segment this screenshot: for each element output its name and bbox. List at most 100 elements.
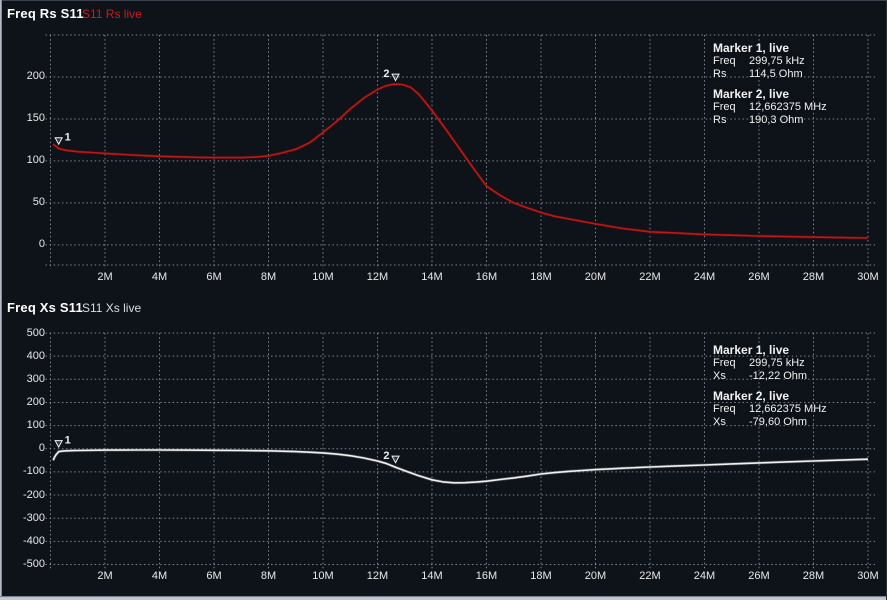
- xs-marker-info-box: Marker 1, live Freq 299,75 kHz Xs -12,22…: [713, 343, 885, 435]
- x-tick-label: 6M: [206, 570, 222, 582]
- marker-row-label: Xs: [713, 370, 726, 382]
- curve-marker-2-icon[interactable]: [391, 455, 400, 464]
- marker-group: Marker 2, live Freq 12,662375 MHz Xs -79…: [713, 389, 885, 429]
- x-tick-label: 6M: [206, 271, 222, 283]
- curve-marker-digit-2: 2: [383, 68, 389, 80]
- y-tick-label: 0: [38, 238, 45, 251]
- marker-title: Marker 2, live: [713, 87, 790, 101]
- x-tick-label: 12M: [366, 271, 389, 283]
- x-tick-label: 14M: [421, 271, 443, 283]
- marker-row-value: 299,75 kHz: [749, 55, 805, 67]
- x-tick-label: 18M: [530, 271, 552, 283]
- x-tick-label: 8M: [260, 570, 277, 582]
- x-tick-label: 12M: [366, 570, 389, 582]
- marker-row: Xs -12,22 Ohm: [713, 370, 885, 383]
- marker-row-value: 12,662375 MHz: [749, 403, 827, 415]
- x-tick-label: 16M: [475, 271, 498, 283]
- rs-trace: [52, 83, 869, 239]
- marker-row-label: Freq: [713, 55, 736, 67]
- rs-trace-legend: S11 Rs live: [82, 7, 142, 21]
- marker-row-value: 190,3 Ohm: [749, 114, 804, 126]
- marker-title: Marker 2, live: [713, 389, 790, 403]
- marker-row: Freq 12,662375 MHz: [713, 101, 885, 114]
- xs-trace-glow: [51, 448, 869, 485]
- x-tick-label: 28M: [802, 271, 825, 283]
- x-tick-label: 20M: [584, 570, 607, 582]
- y-tick-label: -100: [22, 465, 45, 478]
- x-tick-label: 30M: [857, 570, 879, 582]
- window-frame-top: [0, 0, 887, 1]
- y-tick-label: -400: [22, 534, 45, 547]
- rs-chart-title: Freq Rs S11: [7, 6, 84, 21]
- curve-marker-digit-1: 1: [65, 132, 71, 144]
- x-tick-label: 18M: [530, 570, 552, 582]
- x-tick-label: 22M: [639, 570, 661, 582]
- marker-title: Marker 1, live: [713, 343, 790, 357]
- curve-marker-2-icon[interactable]: [391, 73, 400, 82]
- x-tick-label: 16M: [475, 570, 498, 582]
- marker-row: Rs 114,5 Ohm: [713, 68, 885, 81]
- y-tick-label: 150: [26, 112, 45, 125]
- y-tick-label: 100: [26, 419, 45, 432]
- marker-row: Freq 299,75 kHz: [713, 357, 885, 370]
- grid: [45, 34, 875, 269]
- marker-group: Marker 2, live Freq 12,662375 MHz Rs 190…: [713, 87, 885, 127]
- x-tick-label: 8M: [260, 271, 277, 283]
- marker-row-value: -79,60 Ohm: [749, 416, 808, 428]
- curve-marker-digit-1: 1: [65, 435, 71, 447]
- xs-chart-title: Freq Xs S11: [7, 300, 83, 315]
- marker-row: Xs -79,60 Ohm: [713, 416, 885, 429]
- curve-marker-1-icon[interactable]: [54, 440, 64, 449]
- marker-row-label: Rs: [713, 114, 727, 126]
- x-tick-label: 4M: [151, 271, 168, 283]
- curve-marker-digit-2: 2: [383, 450, 389, 462]
- marker-row-label: Freq: [713, 101, 736, 113]
- y-tick-label: 300: [26, 372, 45, 385]
- xs-trace-legend: S11 Xs live: [82, 301, 142, 315]
- x-tick-label: 26M: [748, 570, 770, 582]
- y-tick-label: 200: [26, 70, 45, 83]
- marker-row: Rs 190,3 Ohm: [713, 114, 885, 127]
- y-tick-label: -200: [22, 488, 45, 501]
- y-tick-label: 200: [26, 395, 45, 408]
- marker-row: Freq 12,662375 MHz: [713, 403, 885, 416]
- xs-trace: [52, 449, 869, 484]
- y-tick-label: 100: [26, 154, 45, 167]
- x-tick-label: 4M: [151, 570, 168, 582]
- curve-marker-1-icon[interactable]: [54, 137, 64, 146]
- x-tick-label: 24M: [693, 570, 716, 582]
- y-tick-label: 500: [26, 326, 45, 339]
- x-tick-label: 22M: [639, 271, 661, 283]
- x-tick-label: 28M: [802, 570, 825, 582]
- y-tick-label: 400: [26, 349, 45, 362]
- marker-row-value: 12,662375 MHz: [749, 101, 827, 113]
- y-tick-label: -300: [22, 511, 45, 524]
- marker-row-label: Freq: [713, 403, 736, 415]
- x-tick-label: 26M: [748, 271, 770, 283]
- y-tick-label: -500: [22, 558, 45, 570]
- x-tick-label: 24M: [693, 271, 716, 283]
- marker-row-value: 114,5 Ohm: [749, 68, 803, 80]
- marker-group: Marker 1, live Freq 299,75 kHz Rs 114,5 …: [713, 41, 885, 81]
- x-tick-label: 2M: [97, 570, 113, 582]
- rs-marker-info-box: Marker 1, live Freq 299,75 kHz Rs 114,5 …: [713, 41, 885, 133]
- grid: [45, 332, 875, 569]
- x-tick-label: 10M: [312, 271, 334, 283]
- window-frame-bottom: [0, 596, 887, 600]
- x-tick-label: 2M: [97, 271, 113, 283]
- y-tick-label: 50: [32, 196, 45, 209]
- x-tick-label: 20M: [584, 271, 607, 283]
- marker-row-value: 299,75 kHz: [749, 357, 805, 369]
- marker-group: Marker 1, live Freq 299,75 kHz Xs -12,22…: [713, 343, 885, 383]
- marker-title: Marker 1, live: [713, 41, 790, 55]
- x-tick-label: 14M: [421, 570, 443, 582]
- marker-row-label: Rs: [713, 68, 727, 80]
- window-frame-left: [0, 0, 2, 600]
- x-tick-label: 10M: [312, 570, 334, 582]
- marker-row-label: Xs: [713, 416, 726, 428]
- marker-row-label: Freq: [713, 357, 736, 369]
- marker-row-value: -12,22 Ohm: [749, 370, 808, 382]
- y-tick-label: 0: [38, 442, 45, 455]
